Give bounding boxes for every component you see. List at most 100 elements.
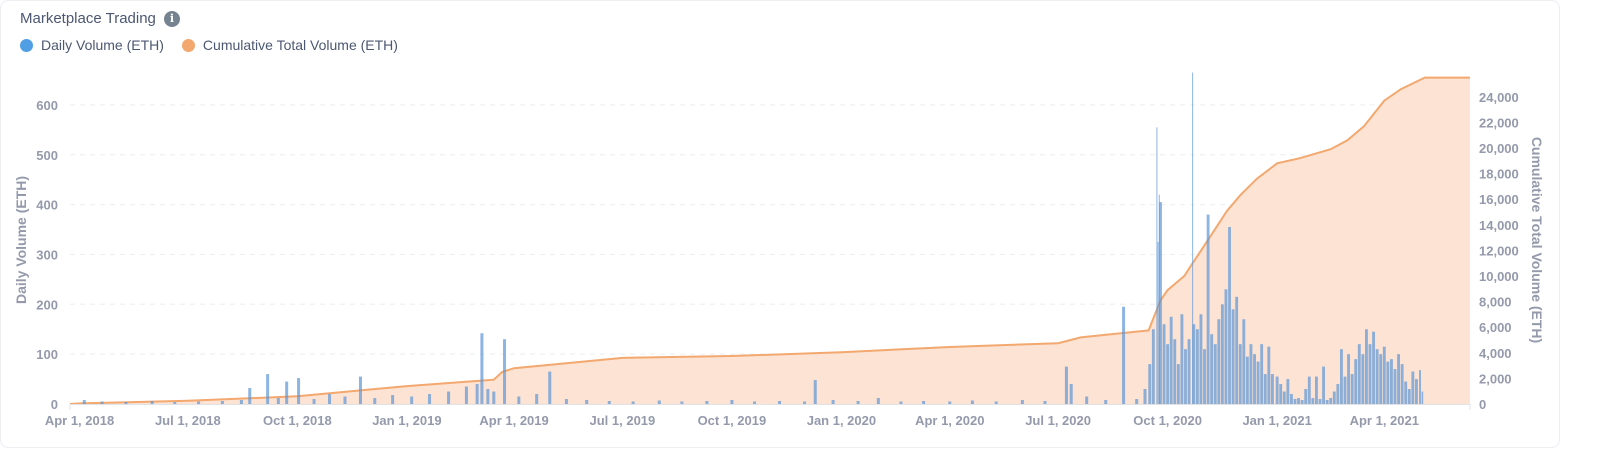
daily-volume-bar	[1166, 344, 1170, 404]
daily-volume-bar	[1210, 334, 1214, 404]
y-left-tick-label: 600	[36, 98, 58, 113]
legend-item-daily-volume[interactable]: Daily Volume (ETH)	[20, 37, 164, 53]
daily-volume-bar	[922, 401, 926, 404]
daily-volume-bar	[1311, 398, 1315, 404]
daily-volume-bar	[876, 398, 880, 404]
daily-volume-bar	[1157, 241, 1159, 404]
daily-volume-bar	[197, 401, 201, 404]
daily-volume-bar	[276, 398, 280, 404]
x-tick-label: Apr 1, 2019	[479, 413, 548, 428]
x-tick-label: Jan 1, 2021	[1242, 413, 1311, 428]
daily-volume-bar	[1156, 127, 1158, 404]
daily-volume-bar	[1267, 346, 1271, 404]
legend-item-cumulative-volume[interactable]: Cumulative Total Volume (ETH)	[181, 37, 398, 53]
daily-volume-bar	[1231, 309, 1235, 404]
daily-volume-bar	[1329, 398, 1333, 404]
daily-volume-bar	[1354, 359, 1358, 404]
daily-volume-bar	[1290, 394, 1293, 404]
daily-volume-bar	[948, 401, 952, 404]
y-right-tick-label: 18,000	[1479, 167, 1519, 182]
x-tick-label: Jan 1, 2020	[807, 413, 876, 428]
daily-volume-bar	[1397, 354, 1400, 404]
daily-volume-bar	[1365, 329, 1368, 404]
daily-volume-bar	[1064, 366, 1068, 404]
x-tick-label: Oct 1, 2018	[263, 413, 332, 428]
daily-volume-bar	[1069, 384, 1073, 404]
daily-volume-bar	[475, 384, 479, 404]
daily-volume-bar	[1297, 398, 1300, 404]
daily-volume-bar	[1135, 399, 1139, 404]
daily-volume-bar	[994, 401, 998, 404]
daily-volume-bar	[657, 400, 661, 404]
daily-volume-bar	[1169, 316, 1173, 404]
x-tick-label: Apr 1, 2021	[1350, 413, 1419, 428]
daily-volume-bar	[503, 339, 507, 404]
y-right-tick-label: 20,000	[1479, 141, 1519, 156]
cumulative-area	[70, 77, 1470, 404]
x-tick-label: Apr 1, 2020	[915, 413, 984, 428]
daily-volume-bar	[1415, 379, 1418, 404]
daily-volume-bar	[1282, 391, 1286, 404]
daily-volume-bar	[1411, 371, 1415, 404]
info-circle-icon[interactable]: i	[163, 10, 180, 27]
daily-volume-bar	[1151, 329, 1155, 404]
daily-volume-bar	[447, 391, 451, 404]
y-right-tick-label: 0	[1479, 397, 1486, 412]
daily-volume-bar	[266, 374, 270, 404]
daily-volume-bar	[1304, 389, 1308, 404]
daily-volume-bar	[1375, 349, 1379, 404]
daily-volume-bar	[343, 396, 347, 404]
daily-volume-bar	[535, 394, 539, 404]
daily-volume-bar	[100, 401, 104, 404]
daily-volume-bar	[328, 394, 332, 404]
y-right-tick-label: 10,000	[1479, 269, 1519, 284]
daily-volume-bar	[1238, 344, 1242, 404]
daily-volume-bar	[428, 394, 432, 404]
daily-volume-bar	[607, 401, 611, 404]
daily-volume-bar	[1203, 349, 1206, 404]
daily-volume-bar	[150, 401, 154, 404]
daily-volume-bar	[1357, 344, 1361, 404]
daily-volume-bar	[1217, 319, 1221, 404]
daily-volume-bar	[1085, 396, 1089, 404]
daily-volume-bar	[373, 398, 377, 404]
daily-volume-bar	[173, 402, 177, 404]
x-tick-label: Jul 1, 2019	[589, 413, 655, 428]
daily-volume-bar	[391, 395, 395, 404]
y-left-tick-label: 100	[36, 347, 58, 362]
daily-volume-bar	[1379, 354, 1383, 404]
daily-volume-bar	[1104, 400, 1108, 404]
daily-volume-bar	[297, 378, 301, 404]
daily-volume-bar	[1180, 314, 1184, 404]
daily-volume-bar	[1249, 344, 1253, 404]
daily-volume-bar	[1184, 349, 1187, 404]
daily-volume-bar	[1286, 379, 1290, 404]
y-right-tick-label: 4,000	[1479, 346, 1512, 361]
daily-volume-bar	[248, 388, 252, 404]
daily-volume-bar	[1020, 400, 1024, 404]
daily-volume-bar	[1043, 401, 1047, 404]
daily-volume-bar	[1235, 296, 1239, 404]
x-tick-label: Jan 1, 2019	[372, 413, 441, 428]
daily-volume-bar	[492, 391, 496, 404]
daily-volume-bar	[1322, 366, 1325, 404]
legend: Daily Volume (ETH) Cumulative Total Volu…	[20, 37, 398, 53]
y-axis-left-title: Daily Volume (ETH)	[13, 176, 29, 304]
daily-volume-bar	[1368, 344, 1372, 404]
daily-volume-bar	[1256, 361, 1260, 404]
daily-volume-bar	[1213, 344, 1217, 404]
daily-volume-bar	[1300, 400, 1304, 404]
daily-volume-bar	[1293, 399, 1297, 404]
daily-volume-bar	[1162, 324, 1166, 404]
daily-volume-bar	[1176, 364, 1180, 404]
y-left-tick-label: 300	[36, 247, 58, 262]
daily-volume-bar	[1159, 202, 1162, 404]
legend-label: Cumulative Total Volume (ETH)	[202, 37, 398, 53]
daily-volume-bar	[1143, 389, 1147, 404]
x-tick-label: Oct 1, 2020	[1133, 413, 1202, 428]
daily-volume-bar	[1386, 361, 1390, 404]
y-left-tick-label: 500	[36, 148, 58, 163]
daily-volume-bar	[1372, 331, 1375, 404]
daily-volume-bar	[1263, 374, 1267, 404]
